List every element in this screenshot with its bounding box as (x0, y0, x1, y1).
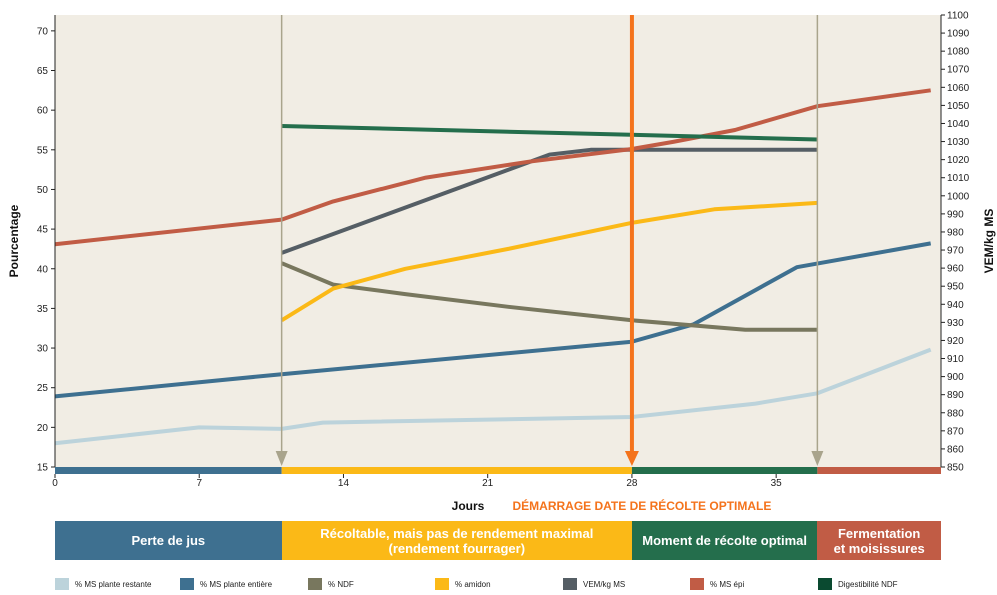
y-tick-label-0: 15 (37, 463, 49, 474)
y-tick-label-5: 40 (37, 264, 49, 275)
legend-label-5: % MS épi (710, 579, 745, 589)
y2-tick-label-20: 1050 (947, 101, 970, 112)
phase-band-1: Récoltable, mais pas de rendement maxima… (281, 521, 632, 560)
legend-swatch-3 (435, 578, 449, 590)
phase-label-1: Récoltable, mais pas de rendement maxima… (320, 525, 594, 556)
y-tick-label-11: 70 (37, 26, 49, 37)
y-tick-label-4: 35 (37, 304, 49, 315)
y2-tick-label-18: 1030 (947, 137, 970, 148)
series-line-2 (280, 261, 818, 332)
series-line-4 (281, 147, 818, 255)
legend-item-4: VEM/kg MS (563, 578, 625, 590)
legend-swatch-4 (563, 578, 577, 590)
y2-axis-title: VEM/kg MS (982, 209, 996, 274)
optimal-harvest-label: DÉMARRAGE DATE DE RÉCOLTE OPTIMALE (512, 498, 771, 513)
legend-label-2: % NDF (328, 579, 354, 589)
legend-swatch-1 (180, 578, 194, 590)
legend-label-6: Digestibilité NDF (838, 579, 898, 589)
phase-label-3: Fermentation et moisissures (833, 525, 925, 556)
legend-swatch-5 (690, 578, 704, 590)
series-line-5 (54, 88, 931, 247)
y-tick-label-8: 55 (37, 145, 49, 156)
y-tick-label-3: 30 (37, 344, 49, 355)
y2-tick-label-13: 980 (947, 227, 964, 238)
legend-swatch-6 (818, 578, 832, 590)
phase-band-0: Perte de jus (55, 521, 282, 560)
legend: % MS plante restante % MS plante entière%… (0, 578, 997, 594)
legend-label-1: % MS plante entière (200, 579, 273, 589)
y-tick-label-2: 25 (37, 383, 49, 394)
phase-label-0: Perte de jus (131, 533, 206, 548)
y2-tick-label-5: 900 (947, 372, 964, 383)
x-tick-label-2: 14 (338, 478, 350, 489)
y2-tick-label-11: 960 (947, 264, 964, 275)
phase-strip-0 (55, 467, 282, 474)
y2-tick-label-12: 970 (947, 246, 964, 257)
y2-tick-label-25: 1100 (947, 11, 969, 22)
series-line-1 (54, 241, 932, 399)
phase-label-2: Moment de récolte optimal (642, 533, 807, 548)
y-tick-label-9: 60 (37, 106, 49, 117)
phase-band-3: Fermentation et moisissures (817, 521, 941, 560)
x-tick-label-5: 35 (771, 478, 783, 489)
phase-strip-2 (631, 467, 818, 474)
y-tick-label-7: 50 (37, 185, 49, 196)
x-tick-label-1: 7 (196, 478, 202, 489)
phase-strip-3 (817, 467, 941, 474)
marker-arrow-1 (624, 451, 639, 466)
marker-arrow-2 (811, 451, 824, 466)
y2-tick-label-24: 1090 (947, 29, 970, 40)
legend-label-0: % MS plante restante (75, 579, 152, 589)
legend-item-1: % MS plante entière (180, 578, 272, 590)
y2-tick-label-7: 920 (947, 336, 964, 347)
legend-swatch-0 (55, 578, 69, 590)
x-tick-label-3: 21 (482, 478, 494, 489)
x-axis-title: Jours (452, 499, 485, 513)
legend-swatch-2 (308, 578, 322, 590)
legend-item-0: % MS plante restante (55, 578, 151, 590)
phase-strip-1 (281, 467, 632, 474)
series-line-3 (280, 200, 818, 323)
y2-tick-label-1: 860 (947, 444, 964, 455)
y2-tick-label-16: 1010 (947, 173, 970, 184)
x-tick-label-0: 0 (52, 478, 58, 489)
x-tick-label-4: 28 (626, 478, 638, 489)
y-tick-label-6: 45 (37, 225, 49, 236)
y-tick-label-10: 65 (37, 66, 49, 77)
y2-tick-label-3: 880 (947, 408, 964, 419)
y2-tick-label-19: 1040 (947, 119, 970, 130)
legend-item-3: % amidon (435, 578, 491, 590)
y2-tick-label-10: 950 (947, 282, 964, 293)
y2-tick-label-23: 1080 (947, 47, 970, 58)
y2-tick-label-9: 940 (947, 300, 964, 311)
y2-tick-label-0: 850 (947, 463, 964, 474)
series-line-6 (281, 124, 818, 142)
y2-tick-label-22: 1070 (947, 65, 970, 76)
y2-tick-label-2: 870 (947, 426, 964, 437)
legend-item-2: % NDF (308, 578, 354, 590)
y2-tick-label-17: 1020 (947, 155, 970, 166)
marker-arrow-0 (275, 451, 288, 466)
legend-item-6: Digestibilité NDF (818, 578, 898, 590)
plot-area (55, 15, 941, 467)
legend-item-5: % MS épi (690, 578, 744, 590)
y2-tick-label-4: 890 (947, 390, 964, 401)
phase-band-2: Moment de récolte optimal (631, 521, 818, 560)
legend-label-4: VEM/kg MS (583, 579, 626, 589)
y2-tick-label-14: 990 (947, 209, 964, 220)
y2-tick-label-15: 1000 (947, 191, 970, 202)
y2-tick-label-8: 930 (947, 318, 964, 329)
legend-label-3: % amidon (455, 579, 491, 589)
y2-tick-label-21: 1060 (947, 83, 970, 94)
y-axis-title: Pourcentage (7, 204, 21, 277)
series-line-0 (54, 347, 932, 446)
y-tick-label-1: 20 (37, 423, 49, 434)
y2-tick-label-6: 910 (947, 354, 964, 365)
chart: DÉMARRAGE DATE DE RÉCOLTE OPTIMALE 15 20 25… (7, 11, 996, 514)
